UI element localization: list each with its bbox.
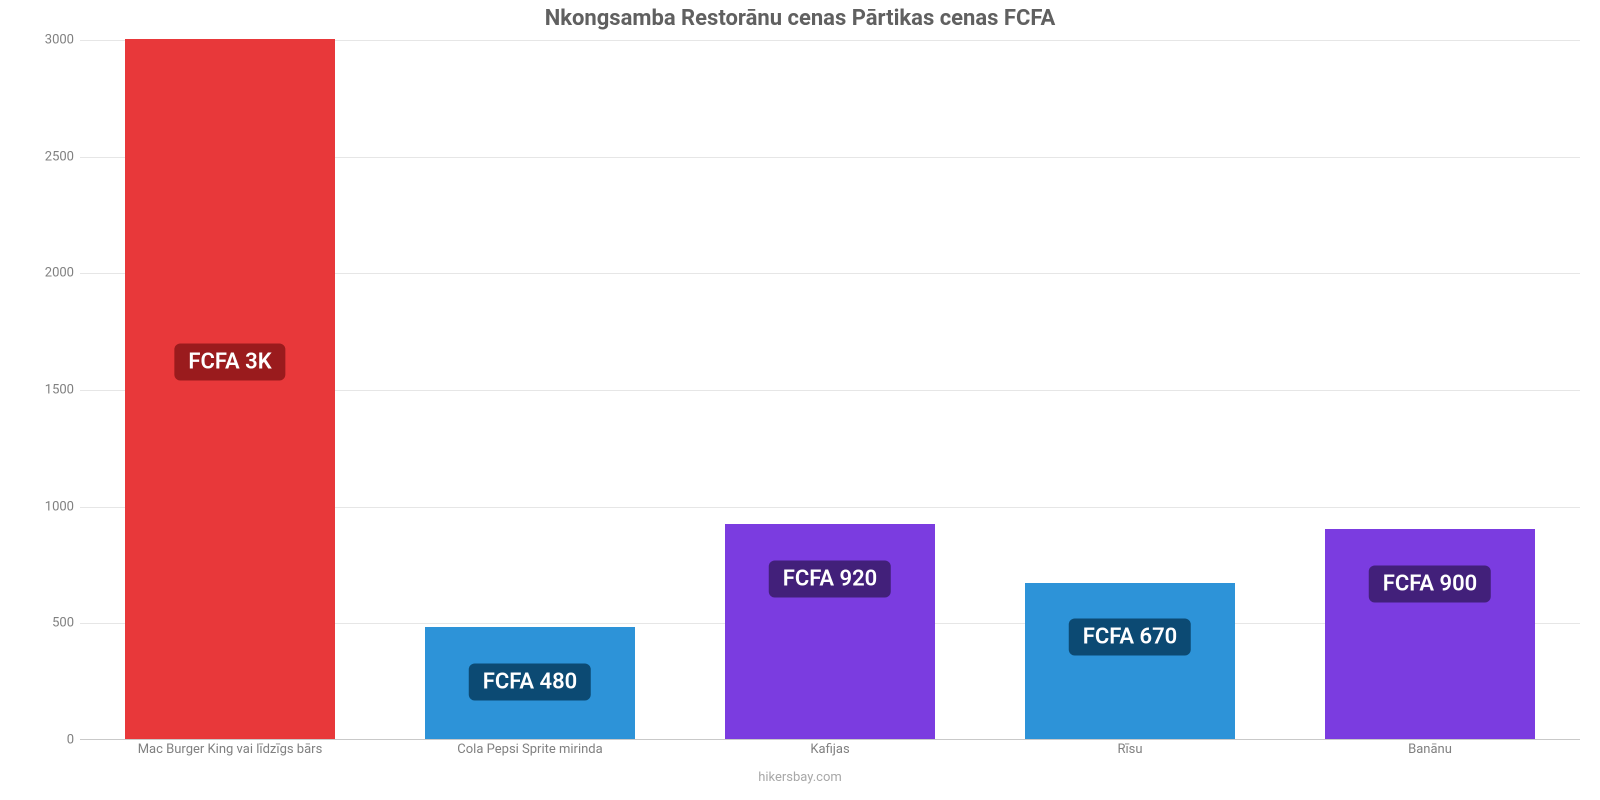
x-tick-label: Banānu — [1408, 742, 1452, 757]
y-tick-label: 2500 — [14, 149, 74, 164]
y-tick-label: 2000 — [14, 266, 74, 281]
bar — [125, 39, 335, 739]
bar — [1025, 583, 1235, 739]
value-badge: FCFA 3K — [174, 344, 285, 381]
x-tick-label: Cola Pepsi Sprite mirinda — [457, 742, 602, 757]
x-axis-labels: Mac Burger King vai līdzīgs bārs Cola Pep… — [80, 742, 1580, 762]
value-badge: FCFA 920 — [769, 561, 891, 598]
value-badge: FCFA 480 — [469, 663, 591, 700]
y-tick-label: 3000 — [14, 33, 74, 48]
bar — [1325, 529, 1535, 739]
x-tick-label: Kafijas — [810, 742, 849, 757]
value-badge: FCFA 900 — [1369, 565, 1491, 602]
y-tick-label: 500 — [14, 616, 74, 631]
chart-title: Nkongsamba Restorānu cenas Pārtikas cena… — [0, 6, 1600, 31]
plot-area — [80, 40, 1580, 740]
y-tick-label: 1000 — [14, 499, 74, 514]
bar — [725, 524, 935, 739]
chart-container: Nkongsamba Restorānu cenas Pārtikas cena… — [0, 0, 1600, 800]
chart-footer: hikersbay.com — [0, 770, 1600, 785]
x-tick-label: Mac Burger King vai līdzīgs bārs — [138, 742, 323, 757]
y-tick-label: 0 — [14, 733, 74, 748]
value-badge: FCFA 670 — [1069, 619, 1191, 656]
y-tick-label: 1500 — [14, 383, 74, 398]
x-tick-label: Rīsu — [1117, 742, 1142, 757]
